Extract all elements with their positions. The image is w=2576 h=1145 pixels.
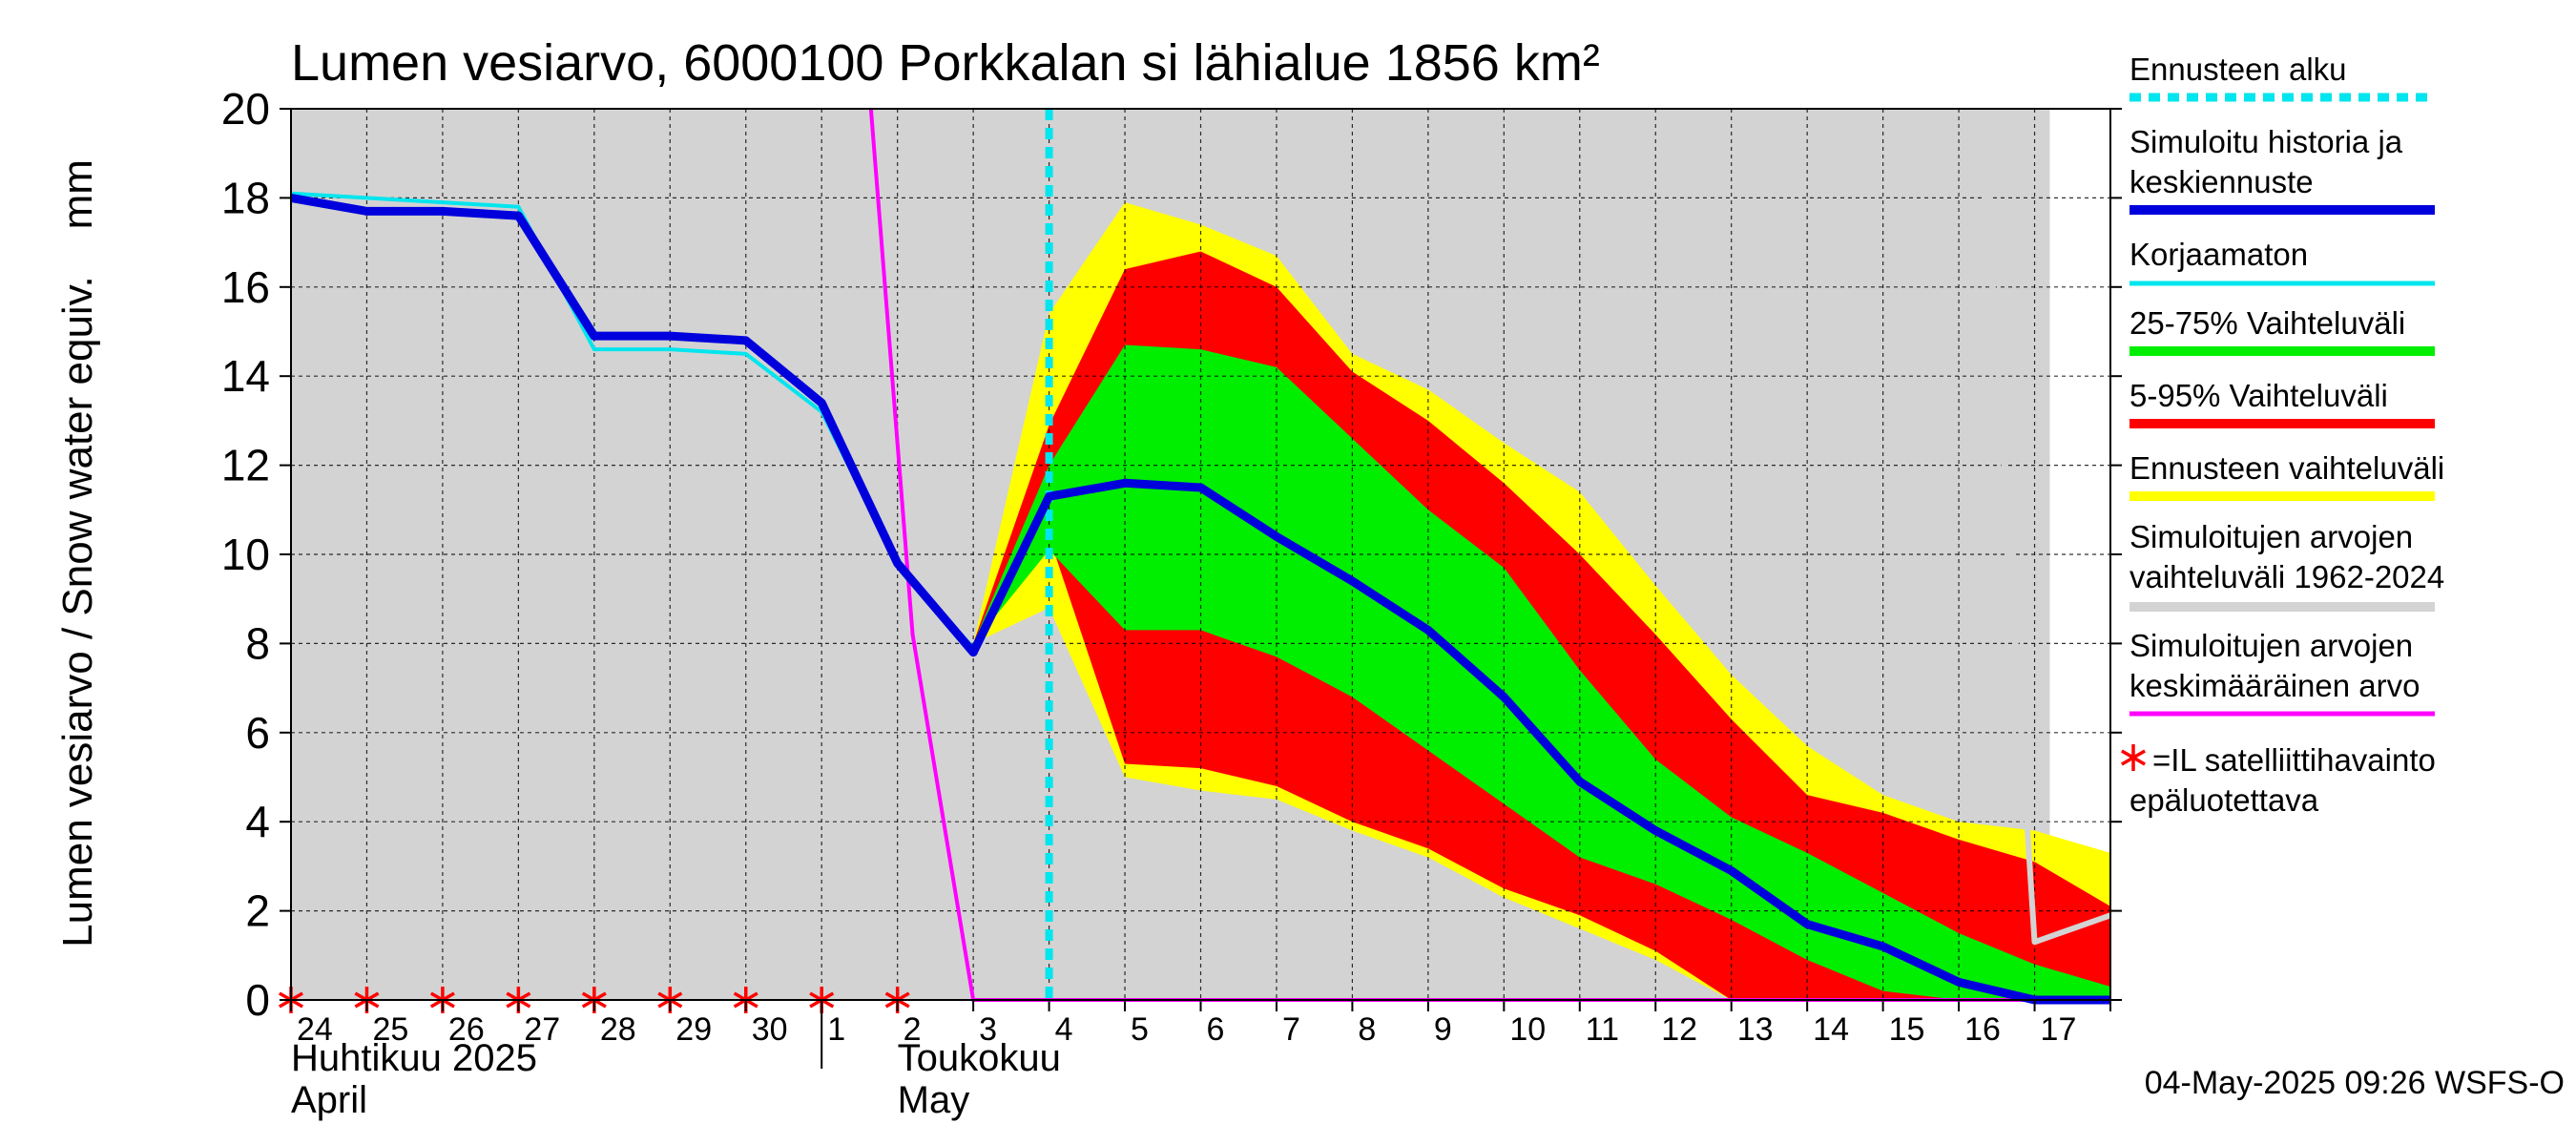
y-tick-label: 18 [221, 173, 270, 222]
x-tick-label: 4 [1055, 1011, 1073, 1048]
legend-item-ennusteen-vaihteluv-li: Ennusteen vaihteluväli [2129, 450, 2444, 501]
y-tick-label: 0 [245, 975, 270, 1025]
x-tick-label: 11 [1586, 1011, 1619, 1048]
x-tick-label: 3 [979, 1011, 997, 1048]
month-label-en: April [291, 1079, 367, 1121]
x-tick-label: 13 [1737, 1011, 1774, 1048]
legend-item-simuloitujen-arvojen-vaihteluv-li-1962-2024: Simuloitujen arvojen vaihteluväli 1962-20… [2129, 519, 2444, 612]
x-tick-label: 14 [1813, 1011, 1849, 1048]
y-tick-label: 6 [245, 708, 270, 758]
y-tick-label: 2 [245, 886, 270, 936]
asterisk-stroke [2121, 749, 2146, 766]
y-tick-label: 20 [221, 84, 270, 134]
month-label-fi: Toukokuu [898, 1037, 1061, 1079]
y-tick-label: 14 [221, 351, 270, 401]
x-tick-label: 26 [448, 1011, 485, 1048]
x-tick-label: 17 [2041, 1011, 2077, 1048]
legend-item-ennusteen-alku: Ennusteen alku [2129, 52, 2435, 102]
legend-label: =IL satelliittihavainto [2152, 742, 2436, 778]
legend-label: epäluotettava [2129, 782, 2319, 818]
legend-label: Simuloitujen arvojen [2129, 519, 2413, 554]
x-tick-label: 1 [827, 1011, 845, 1048]
x-tick-label: 5 [1131, 1011, 1149, 1048]
legend-asterisk-icon [2121, 744, 2146, 771]
legend-label: 5-95% Vaihteluväli [2129, 378, 2388, 413]
legend-label: keskiennuste [2129, 164, 2314, 199]
x-tick-label: 8 [1358, 1011, 1376, 1048]
x-tick-label: 2 [904, 1011, 922, 1048]
legend-item-korjaamaton: Korjaamaton [2129, 237, 2435, 286]
legend-item-simuloitu-historia-ja-keskiennuste: Simuloitu historia ja keskiennuste [2129, 124, 2435, 215]
legend-label: keskimääräinen arvo [2129, 668, 2420, 703]
chart-title: Lumen vesiarvo, 6000100 Porkkalan si läh… [291, 34, 1600, 92]
legend-label: Simuloitu historia ja [2129, 124, 2403, 159]
legend-item-simuloitujen-arvojen-keskim-r-inen-arvo: Simuloitujen arvojen keskimääräinen arvo [2129, 628, 2435, 717]
x-tick-label: 6 [1207, 1011, 1225, 1048]
month-label-fi: Huhtikuu 2025 [291, 1037, 537, 1079]
x-tick-label: 16 [1964, 1011, 2001, 1048]
legend-label: Simuloitujen arvojen [2129, 628, 2413, 663]
x-tick-label: 15 [1889, 1011, 1925, 1048]
line-series [1978, 108, 2111, 946]
x-tick-label: 24 [297, 1011, 333, 1048]
legend-item-5-95-vaihteluv-li: 5-95% Vaihteluväli [2129, 378, 2435, 428]
legend-item-25-75-vaihteluv-li: 25-75% Vaihteluväli [2129, 305, 2435, 356]
y-tick-label: 16 [221, 262, 270, 312]
y-tick-label: 10 [221, 530, 270, 579]
legend-label: 25-75% Vaihteluväli [2129, 305, 2405, 341]
x-tick-label: 9 [1434, 1011, 1452, 1048]
x-tick-label: 28 [600, 1011, 636, 1048]
y-tick-label: 12 [221, 441, 270, 490]
x-tick-label: 30 [752, 1011, 788, 1048]
x-tick-label: 10 [1509, 1011, 1546, 1048]
month-label-en: May [898, 1079, 970, 1121]
x-tick-label: 12 [1661, 1011, 1697, 1048]
legend-label: Ennusteen alku [2129, 52, 2347, 87]
footer-timestamp: 04-May-2025 09:26 WSFS-O [2145, 1065, 2565, 1101]
legend-label: vaihteluväli 1962-2024 [2129, 559, 2444, 594]
x-tick-label: 27 [524, 1011, 560, 1048]
x-tick-label: 29 [675, 1011, 712, 1048]
y-tick-label: 8 [245, 618, 270, 668]
y-axis-label: Lumen vesiarvo / Snow water equiv. mm [54, 159, 101, 947]
band-25-75-vaihteluv-li [973, 344, 2110, 1000]
y-tick-label: 4 [245, 797, 270, 846]
x-tick-label: 25 [372, 1011, 408, 1048]
legend-item-il-satelliittihavainto-ep-luotettava: =IL satelliittihavainto epäluotettava [2121, 742, 2436, 818]
legend-label: Korjaamaton [2129, 237, 2308, 272]
legend-label: Ennusteen vaihteluväli [2129, 450, 2444, 486]
x-tick-label: 7 [1282, 1011, 1300, 1048]
line-simuloitu-historia-ja-keskiennuste [290, 193, 2110, 1005]
